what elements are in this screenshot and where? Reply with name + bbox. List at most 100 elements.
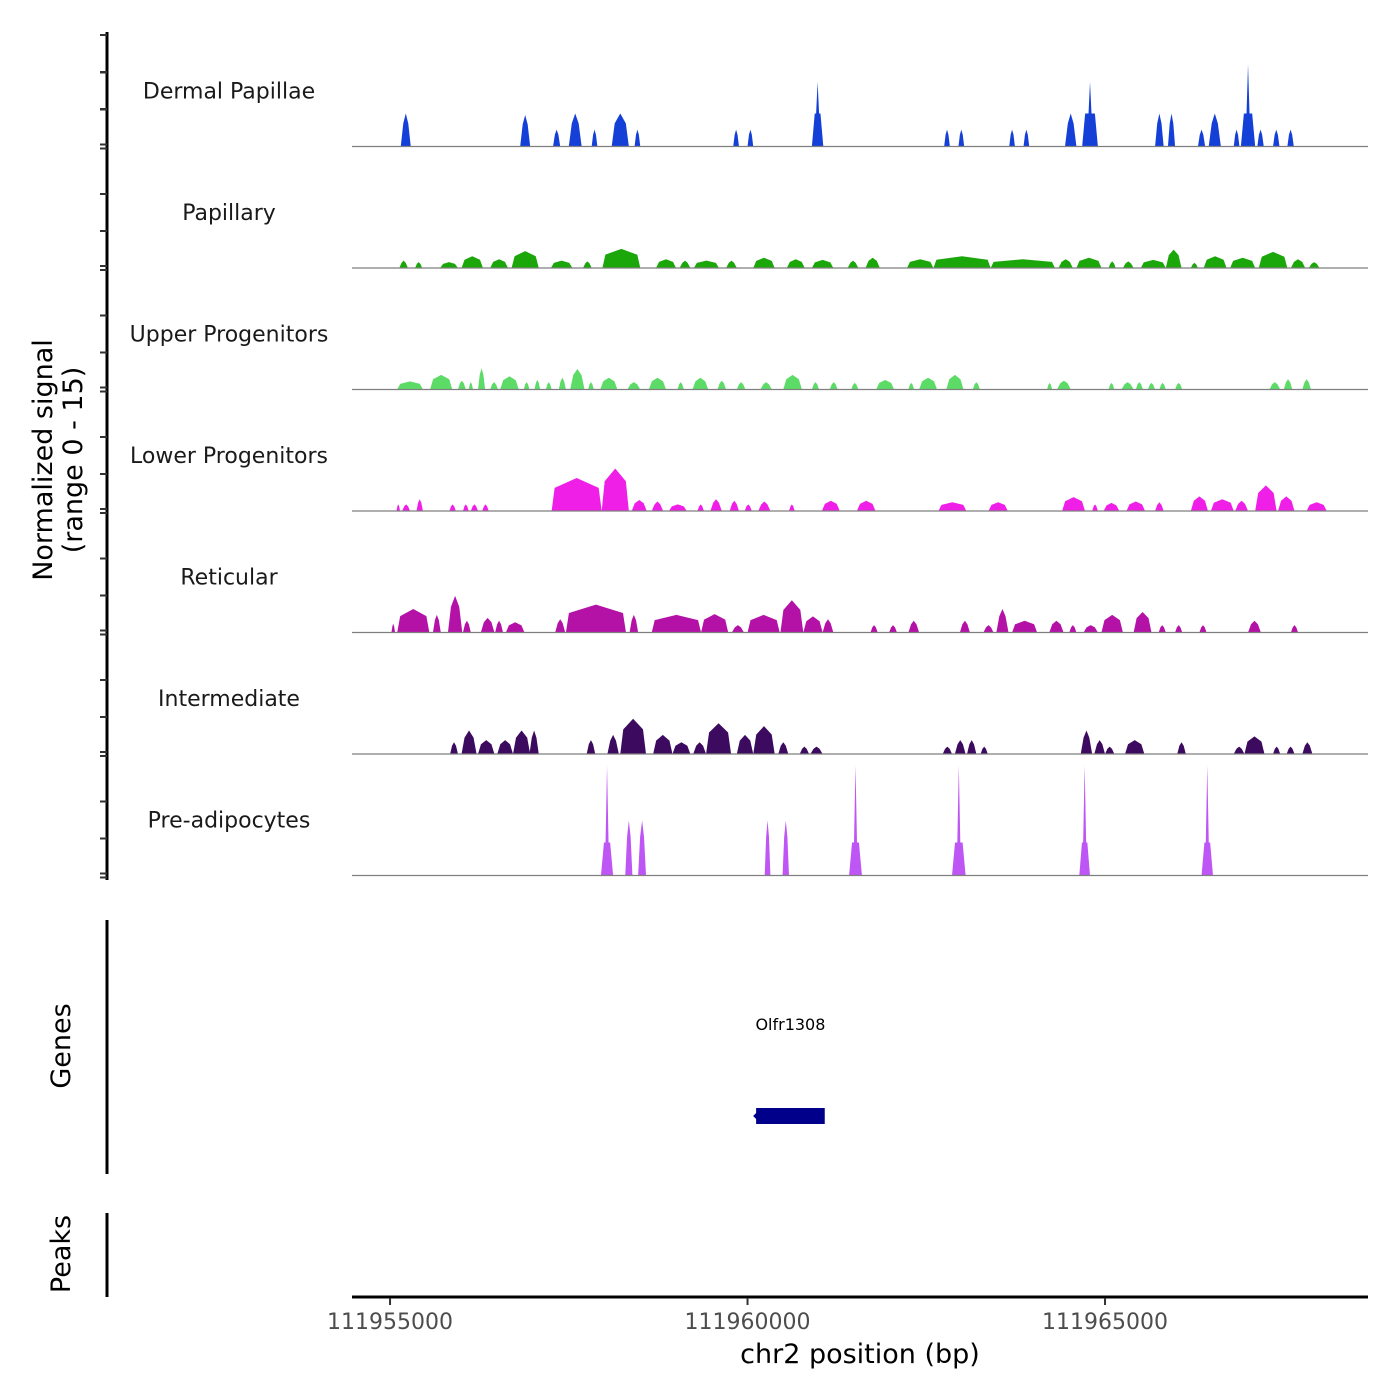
signal-peak (529, 730, 539, 754)
signal-peak (523, 382, 530, 390)
x-tick-label: 111965000 (1042, 1310, 1168, 1335)
signal-peak (511, 251, 539, 268)
signal-peak (908, 382, 915, 390)
signal-peak (810, 746, 823, 754)
signal-peak (760, 382, 772, 390)
signal-peak (397, 609, 430, 633)
signal-peak (653, 734, 673, 754)
strand-arrow-icon (753, 1111, 759, 1121)
signal-peak (972, 382, 980, 390)
signal-peak (811, 382, 820, 390)
signal-peak (1287, 129, 1294, 147)
signal-peak (1278, 496, 1295, 511)
signal-peak (717, 380, 727, 390)
signal-peak (799, 746, 810, 754)
signal-peak (602, 248, 641, 268)
signal-peak (747, 614, 780, 633)
signal-peak (550, 260, 573, 268)
signal-peak (505, 622, 525, 633)
signal-peak (449, 504, 456, 511)
signal-peak (462, 620, 471, 633)
signal-peak (461, 730, 477, 754)
signal-peak (627, 382, 641, 390)
signal-peak (726, 260, 737, 268)
y-axis-title-line1: Normalized signal (28, 339, 59, 581)
signal-peak (601, 468, 629, 511)
signal-peak (1133, 611, 1152, 633)
signal-peak (1273, 129, 1280, 147)
signal-peak (1122, 261, 1134, 268)
coverage-y-ticks (100, 34, 107, 879)
signal-peak (1080, 730, 1093, 754)
signal-peak (1064, 113, 1077, 147)
signal-peak (1012, 620, 1038, 633)
signal-peak (865, 257, 880, 268)
signal-peak (692, 377, 709, 390)
signal-peak (461, 256, 483, 268)
signal-peak (634, 129, 641, 147)
signal-peak (1155, 502, 1164, 511)
signal-peak (1082, 81, 1098, 147)
signal-peak (396, 504, 401, 511)
signal-peak (753, 257, 775, 268)
signal-peak (778, 742, 789, 754)
signal-peak (520, 114, 531, 147)
signal-peak (1079, 765, 1091, 876)
signal-peak (733, 129, 739, 147)
signal-peak (1273, 746, 1281, 754)
signal-peak (701, 614, 729, 633)
signal-peak (607, 734, 619, 754)
signal-peak (1201, 765, 1213, 876)
gene-label: Olfr1308 (755, 1015, 825, 1034)
signal-peak (586, 740, 596, 754)
signal-peak (620, 718, 647, 754)
signal-peak (729, 500, 739, 511)
track-lower-progenitors (352, 468, 1368, 512)
signal-peak (783, 374, 802, 390)
signal-peak (758, 501, 771, 511)
signal-peak (958, 129, 965, 147)
signal-peak (600, 765, 614, 876)
signal-peak (906, 259, 934, 268)
signal-peak (1057, 380, 1071, 390)
signal-peak (570, 368, 585, 390)
signal-peak (1047, 382, 1053, 390)
track-label: Reticular (180, 566, 278, 591)
signal-peak (1094, 740, 1106, 754)
signal-peak (1140, 259, 1166, 268)
signal-peak (1092, 504, 1098, 511)
track-label: Papillary (182, 201, 276, 226)
signal-peak (638, 820, 647, 876)
signal-peak (1121, 382, 1134, 390)
signal-peak (946, 374, 964, 390)
signal-peak (416, 499, 423, 511)
signal-peak (870, 625, 878, 633)
track-label: Lower Progenitors (130, 444, 328, 469)
signal-peak (1062, 497, 1086, 511)
signal-peak (432, 614, 441, 633)
signal-peak (497, 740, 514, 754)
signal-peak (490, 259, 509, 268)
signal-peak (1199, 625, 1207, 633)
signal-peak (764, 820, 771, 876)
x-axis-ticks: 111955000 111960000 111965000 (327, 1298, 1168, 1335)
signal-peak (1233, 129, 1240, 147)
signal-peak (1210, 499, 1234, 511)
signal-peak (400, 113, 411, 147)
signal-peak (500, 376, 519, 390)
signal-peak (450, 742, 458, 754)
signal-peak (942, 746, 953, 754)
signal-peak (980, 746, 988, 754)
track-label: Pre-adipocytes (148, 809, 311, 834)
signal-peak (954, 740, 966, 754)
signal-peak (786, 259, 805, 268)
track-reticular (352, 595, 1368, 634)
signal-peak (938, 502, 967, 511)
signal-peak (780, 600, 804, 633)
signal-peak (1175, 625, 1183, 633)
signal-peak (959, 620, 970, 633)
signal-peak (591, 129, 598, 147)
signal-peak (1306, 502, 1327, 511)
signal-peak (534, 379, 541, 390)
